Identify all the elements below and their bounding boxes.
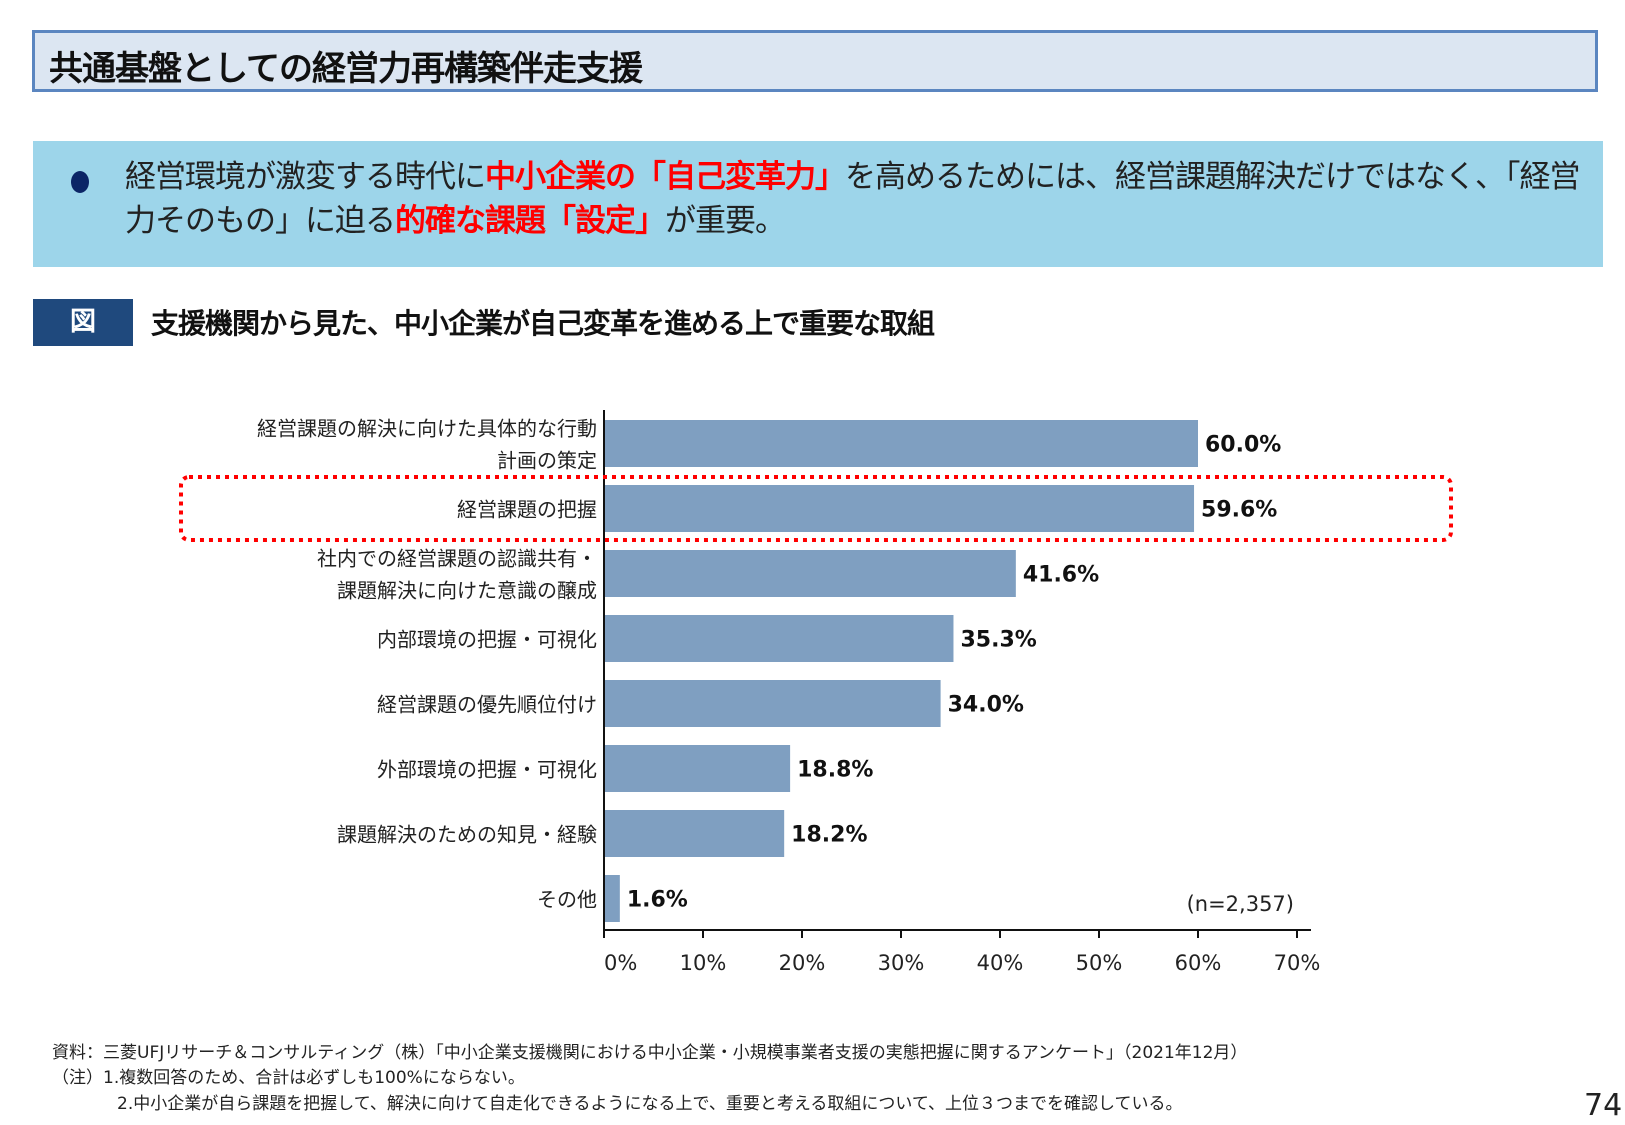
category-label: 外部環境の把握・可視化: [377, 758, 597, 782]
data-label: 60.0%: [1205, 433, 1281, 458]
lead-segment: が重要。: [665, 203, 786, 239]
data-label: 1.6%: [627, 888, 688, 913]
page-header: 共通基盤としての経営力再構築伴走支援: [32, 30, 1598, 92]
lead-box: 経営環境が激変する時代に中小企業の「自己変革力」を高めるためには、経営課題解決だ…: [33, 141, 1603, 267]
footnote-1: （注）1.複数回答のため、合計は必ずしも100%にならない。: [52, 1068, 525, 1088]
bar: [604, 680, 941, 727]
bar: [604, 615, 954, 662]
x-tick-label: 50%: [1076, 951, 1123, 975]
figure-title: 支援機関から見た、中小企業が自己変革を進める上で重要な取組: [151, 307, 935, 340]
lead-segment: 経営環境が激変する時代に: [125, 159, 486, 195]
category-label: 課題解決のための知見・経験: [337, 823, 597, 847]
bar: [604, 745, 791, 792]
category-label: その他: [537, 888, 597, 912]
lead-highlight: 的確な課題「設定」: [395, 203, 666, 239]
source-note: 資料：三菱UFJリサーチ＆コンサルティング（株）「中小企業支援機関における中小企…: [52, 1043, 1248, 1063]
bar: [604, 485, 1195, 532]
category-label: 経営課題の把握: [457, 498, 597, 522]
footnote-2: 2.中小企業が自ら課題を把握して、解決に向けて自走化できるようになる上で、重要と…: [117, 1094, 1183, 1114]
page-title: 共通基盤としての経営力再構築伴走支援: [49, 49, 643, 89]
highlight-box: [179, 475, 1453, 542]
sample-size-annotation: (n=2,357): [1187, 892, 1294, 916]
lead-segment: を高めるためには、経営課題解決だけではなく、「経営力そのもの」に迫る: [125, 159, 1580, 239]
data-label: 59.6%: [1201, 498, 1277, 523]
data-label: 18.8%: [797, 758, 873, 783]
category-label: 社内での経営課題の認識共有・: [317, 547, 597, 571]
bar: [604, 875, 620, 922]
data-label: 34.0%: [948, 693, 1024, 718]
category-label: 課題解決に向けた意識の醸成: [337, 579, 597, 603]
figure-tag: 図: [33, 299, 133, 346]
bullet-icon: [71, 171, 89, 193]
category-label: 内部環境の把握・可視化: [377, 628, 597, 652]
x-tick-label: 40%: [977, 951, 1024, 975]
data-label: 35.3%: [960, 628, 1036, 653]
category-label: 経営課題の優先順位付け: [377, 693, 597, 717]
category-label: 計画の策定: [497, 449, 597, 473]
bar: [604, 550, 1016, 597]
x-tick-label: 20%: [779, 951, 826, 975]
category-label: 経営課題の解決に向けた具体的な行動: [257, 417, 597, 441]
x-tick-label: 60%: [1175, 951, 1222, 975]
lead-text: 経営環境が激変する時代に中小企業の「自己変革力」を高めるためには、経営課題解決だ…: [125, 155, 1585, 243]
lead-highlight: 中小企業の「自己変革力」: [485, 159, 846, 195]
bar: [604, 810, 785, 857]
data-label: 41.6%: [1023, 563, 1099, 588]
data-label: 18.2%: [791, 823, 867, 848]
bar: [604, 420, 1198, 467]
page-number: 74: [1584, 1088, 1623, 1123]
x-tick-label: 0%: [604, 951, 637, 975]
x-tick-label: 10%: [680, 951, 727, 975]
x-tick-label: 30%: [878, 951, 925, 975]
x-tick-label: 70%: [1274, 951, 1321, 975]
